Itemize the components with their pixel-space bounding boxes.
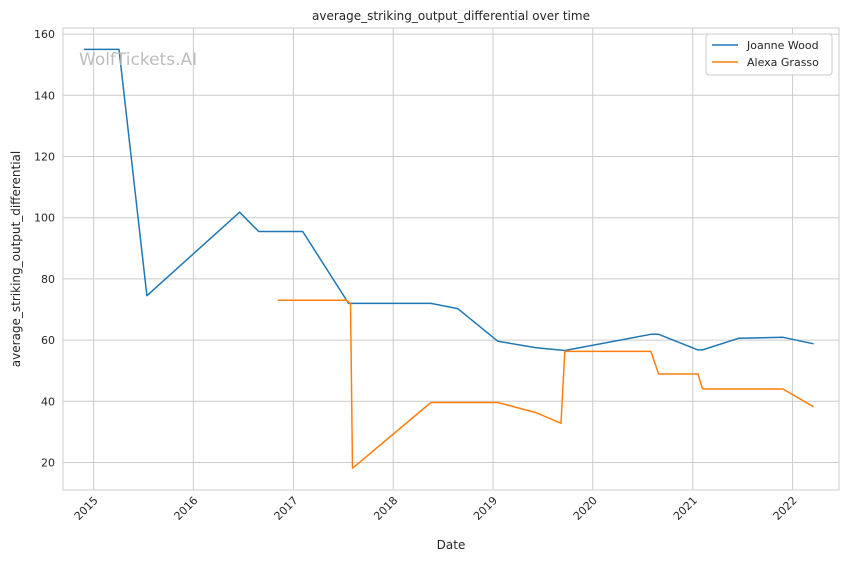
series-line-1 <box>277 299 814 470</box>
y-tick-label: 160 <box>34 28 55 41</box>
series-lines <box>83 48 814 470</box>
y-tick-label: 40 <box>41 395 55 408</box>
plot-frame <box>62 27 840 491</box>
legend-label: Joanne Wood <box>746 39 819 52</box>
y-tick-label: 100 <box>34 212 55 225</box>
y-tick-label: 140 <box>34 89 55 102</box>
legend-label: Alexa Grasso <box>747 56 819 69</box>
y-axis-ticks: 20 40 60 80 100 120 140 160 <box>34 28 55 469</box>
x-axis-label: Date <box>437 538 466 552</box>
y-axis-label: average_striking_output_differential <box>9 151 23 367</box>
legend: Joanne Wood Alexa Grasso <box>705 33 833 76</box>
y-tick-label: 60 <box>41 334 55 347</box>
y-tick-label: 120 <box>34 151 55 164</box>
watermark: WolfTickets.AI <box>79 50 197 70</box>
plot-area <box>63 28 839 490</box>
y-tick-label: 80 <box>41 273 55 286</box>
chart-title: average_striking_output_differential ove… <box>312 9 590 23</box>
y-tick-label: 20 <box>41 456 55 469</box>
series-line-0 <box>83 48 814 352</box>
grid <box>63 28 839 490</box>
